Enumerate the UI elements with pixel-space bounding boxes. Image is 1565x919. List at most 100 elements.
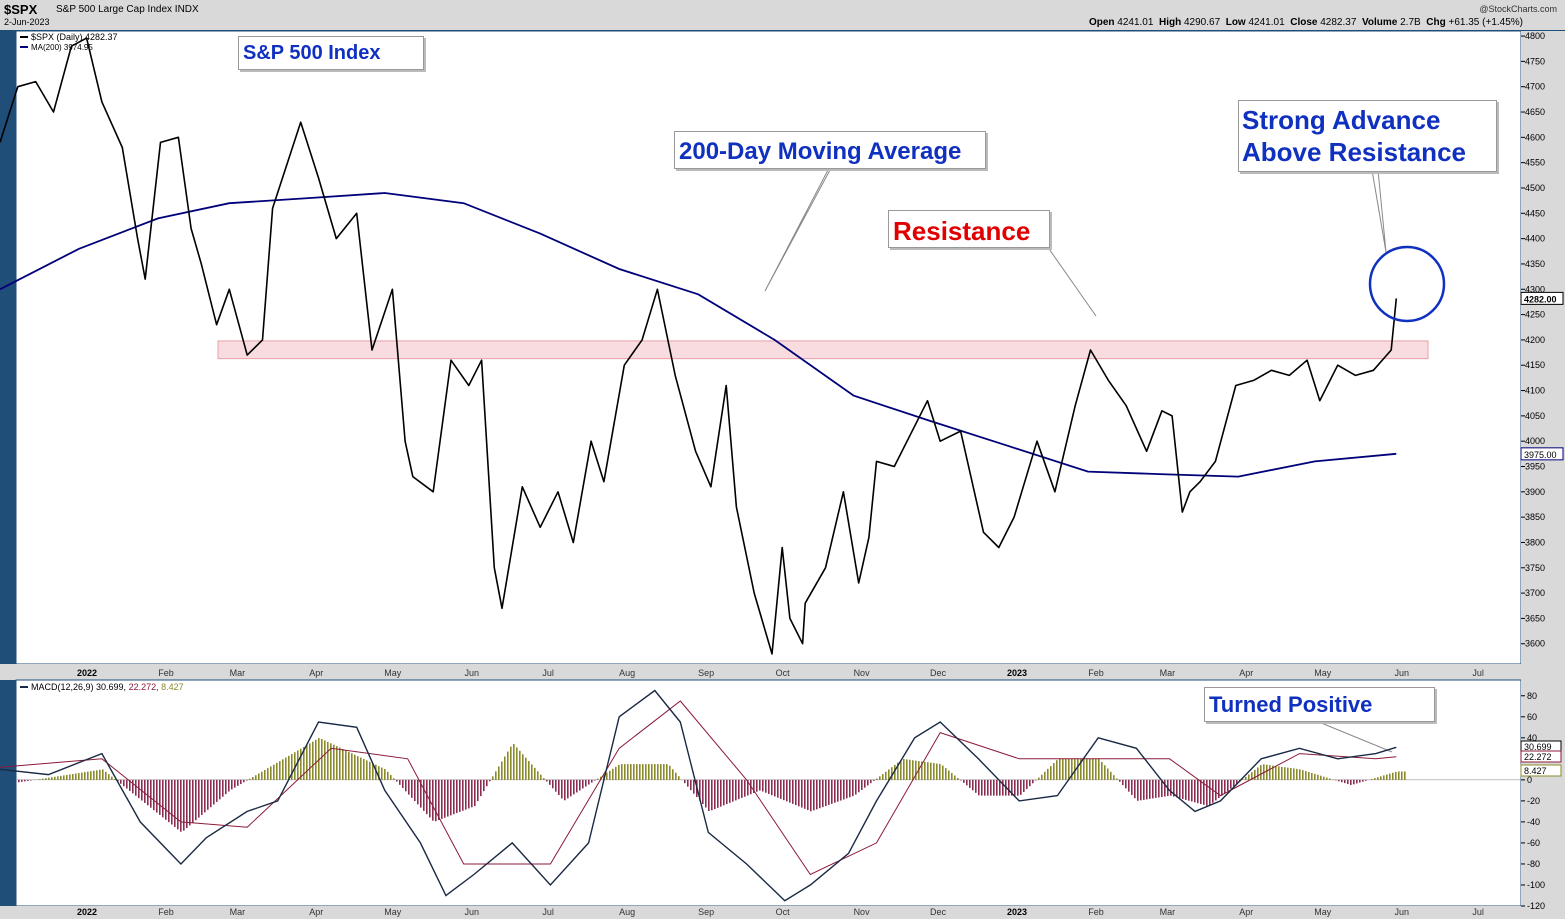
x-tick-label-lower: Nov	[854, 907, 871, 917]
histogram-bar	[831, 779, 833, 804]
histogram-bar	[705, 779, 707, 808]
histogram-bar	[813, 779, 815, 811]
histogram-bar	[462, 779, 464, 811]
histogram-bar	[1341, 779, 1343, 783]
y-tick-label: 4000	[1525, 436, 1545, 446]
histogram-bar	[1092, 758, 1094, 780]
histogram-bar	[909, 759, 911, 780]
histogram-bar	[204, 779, 206, 813]
histogram-bar	[579, 779, 581, 791]
x-tick-label: Jul	[542, 668, 554, 678]
histogram-bar	[225, 779, 227, 795]
histogram-bar	[111, 776, 113, 780]
histogram-bar	[804, 779, 806, 809]
histogram-bar	[801, 779, 803, 808]
x-tick-label-lower: Sep	[698, 907, 714, 917]
histogram-bar	[630, 764, 632, 780]
histogram-bar	[75, 773, 77, 780]
histogram-bar	[261, 771, 263, 780]
histogram-bar	[1053, 763, 1055, 780]
histogram-bar	[471, 779, 473, 808]
histogram-bar	[522, 754, 524, 780]
histogram-bar	[840, 779, 842, 801]
histogram-bar	[1026, 779, 1028, 790]
histogram-bar	[786, 779, 788, 802]
histogram-bar	[1323, 776, 1325, 780]
histogram-bar	[891, 767, 893, 780]
histogram-bar	[750, 779, 752, 795]
histogram-bar	[1398, 771, 1400, 780]
histogram-bar	[1002, 779, 1004, 796]
histogram-bar	[1185, 779, 1187, 800]
histogram-bar	[1269, 765, 1271, 780]
histogram-bar	[738, 779, 740, 800]
last-price-value: 4282.00	[1524, 294, 1557, 304]
histogram-bar	[450, 779, 452, 816]
histogram-bar	[66, 774, 68, 780]
histogram-bar	[456, 779, 458, 814]
histogram-bar	[228, 779, 230, 792]
volume-value: 2.7B	[1400, 17, 1421, 28]
histogram-bar	[798, 779, 800, 807]
macd-y-tick-label: -60	[1527, 838, 1540, 848]
histogram-bar	[1050, 765, 1052, 780]
histogram-bar	[1224, 779, 1226, 794]
histogram-bar	[195, 779, 197, 821]
histogram-bar	[306, 745, 308, 780]
y-tick-label: 4300	[1525, 284, 1545, 294]
histogram-bar	[864, 779, 866, 788]
histogram-bar	[51, 777, 53, 780]
macd-value-tag-text: 22.272	[1524, 752, 1552, 762]
histogram-bar	[297, 750, 299, 780]
histogram-bar	[1095, 758, 1097, 780]
histogram-bar	[1182, 779, 1184, 800]
histogram-bar	[972, 779, 974, 791]
histogram-bar	[348, 751, 350, 780]
histogram-bar	[483, 779, 485, 792]
histogram-bar	[315, 739, 317, 780]
histogram-bar	[567, 779, 569, 799]
histogram-bar	[588, 779, 590, 785]
histogram-bar	[1254, 769, 1256, 780]
histogram-bar	[369, 761, 371, 780]
histogram-bar	[621, 764, 623, 780]
histogram-bar	[768, 779, 770, 794]
histogram-bar	[1071, 758, 1073, 780]
histogram-bar	[444, 779, 446, 818]
histogram-bar	[126, 779, 128, 789]
last-ma-tag	[1520, 447, 1564, 461]
histogram-bar	[1035, 779, 1037, 781]
x-tick-label-lower: Dec	[930, 907, 947, 917]
histogram-bar	[510, 746, 512, 780]
macd-legend-text: MACD(12,26,9) 30.699, 22.272, 8.427	[31, 682, 184, 692]
histogram-bar	[441, 779, 443, 819]
histogram-bar	[1287, 767, 1289, 780]
open-label: Open	[1088, 17, 1115, 28]
histogram-bar	[1056, 760, 1058, 780]
histogram-bar	[1383, 775, 1385, 780]
ma-annotation: 200-Day Moving Average	[674, 131, 986, 169]
histogram-bar	[507, 751, 509, 780]
histogram-bar	[903, 758, 905, 780]
histogram-bar	[960, 779, 962, 781]
x-tick-label: Dec	[930, 668, 947, 678]
histogram-bar	[744, 779, 746, 797]
histogram-bar	[969, 779, 971, 788]
histogram-bar	[1266, 764, 1268, 780]
y-tick-label: 3900	[1525, 487, 1545, 497]
histogram-bar	[399, 779, 401, 785]
histogram-bar	[405, 779, 407, 792]
histogram-bar	[717, 779, 719, 808]
histogram-bar	[1170, 779, 1172, 796]
histogram-bar	[558, 779, 560, 796]
histogram-bar	[858, 779, 860, 793]
x-tick-label: Mar	[230, 668, 246, 678]
histogram-bar	[1365, 779, 1367, 781]
histogram-bar	[243, 779, 245, 783]
histogram-bar	[543, 778, 545, 780]
histogram-bar	[1299, 769, 1301, 780]
histogram-bar	[420, 779, 422, 808]
x-tick-label-lower: Mar	[1160, 907, 1176, 917]
histogram-bar	[582, 779, 584, 789]
histogram-bar	[693, 779, 695, 794]
